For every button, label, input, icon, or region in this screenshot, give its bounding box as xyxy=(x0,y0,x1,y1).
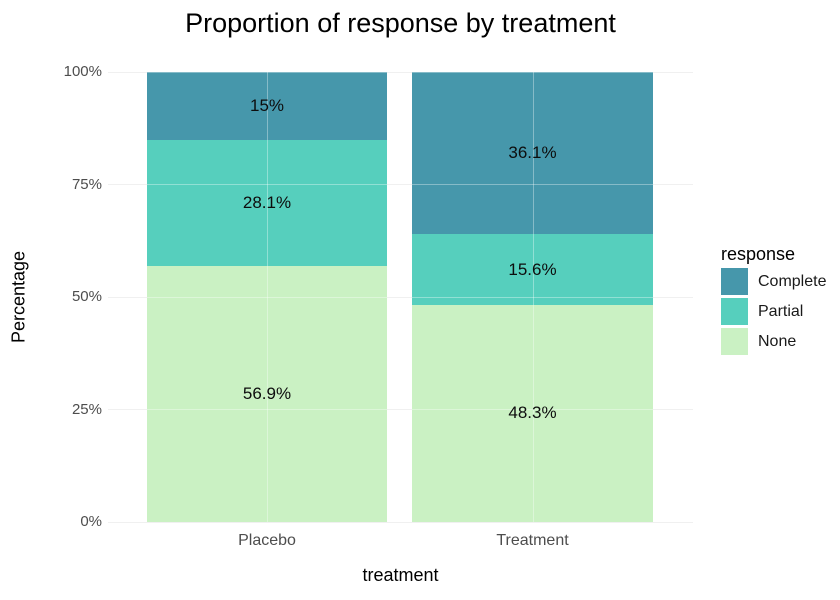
bar-segment-label: 36.1% xyxy=(508,143,557,163)
gridline-overlay-y-50 xyxy=(108,296,693,298)
gridline-overlay-y-100 xyxy=(108,71,693,73)
legend-item-label: None xyxy=(758,332,797,350)
chart-title: Proportion of response by treatment xyxy=(185,8,616,38)
legend-key-swatch xyxy=(721,268,748,295)
gridline-overlay-y-75 xyxy=(108,184,693,185)
gridline-overlay-x-treatment xyxy=(532,72,534,522)
bar-segment-label: 28.1% xyxy=(242,192,292,212)
legend-items: Complete Partial None xyxy=(721,268,826,355)
legend-item-none: None xyxy=(721,328,826,355)
gridline-y-100 xyxy=(108,71,693,73)
legend-item-complete: Complete xyxy=(721,268,826,295)
bar-segment-placebo-none: 56.9% xyxy=(147,265,387,522)
bar-segment-label: 48.3% xyxy=(508,403,557,423)
bar-segment-treatment-none: 48.3% xyxy=(412,304,653,522)
legend-item-label: Partial xyxy=(758,302,804,320)
gridline-y-50 xyxy=(108,296,693,298)
x-axis-title: treatment xyxy=(362,565,439,585)
bar-segment-treatment-partial: 15.6% xyxy=(412,234,653,305)
legend-title: response xyxy=(721,244,796,264)
legend-key-swatch xyxy=(721,298,748,325)
legend: response Complete Partial None xyxy=(721,244,826,358)
y-axis-title: Percentage xyxy=(8,250,29,344)
gridline-y-25 xyxy=(108,409,693,410)
y-tick-label-25: 25% xyxy=(71,400,102,418)
bar-segment-treatment-complete: 36.1% xyxy=(412,72,653,235)
bar-placebo: 15% 28.1% 56.9% xyxy=(147,72,387,522)
gridline-y-75 xyxy=(108,184,693,185)
bar-segment-label: 15% xyxy=(249,95,285,115)
legend-item-partial: Partial xyxy=(721,298,826,325)
y-tick-label-100: 100% xyxy=(63,63,102,80)
bar-segment-label: 56.9% xyxy=(242,383,292,403)
plot-panel: 15% 28.1% 56.9% 36.1% 15.6% 48.3% xyxy=(108,71,693,523)
gridline-y-0 xyxy=(108,521,693,523)
bar-segment-placebo-complete: 15% xyxy=(147,72,387,140)
y-tick-label-50: 50% xyxy=(71,288,102,305)
y-tick-label-0: 0% xyxy=(80,513,102,530)
gridline-overlay-x-placebo xyxy=(267,72,268,522)
gridline-overlay-y-25 xyxy=(108,409,693,410)
bar-treatment: 36.1% 15.6% 48.3% xyxy=(412,72,653,522)
legend-key-swatch xyxy=(721,328,748,355)
gridline-overlay-y-0 xyxy=(108,521,693,523)
y-tick-label-75: 75% xyxy=(71,175,102,193)
x-tick-label-placebo: Placebo xyxy=(238,532,296,549)
legend-item-label: Complete xyxy=(758,272,827,290)
bar-segment-placebo-partial: 28.1% xyxy=(147,139,387,266)
x-tick-label-treatment: Treatment xyxy=(496,532,569,549)
bar-segment-label: 15.6% xyxy=(508,259,557,279)
